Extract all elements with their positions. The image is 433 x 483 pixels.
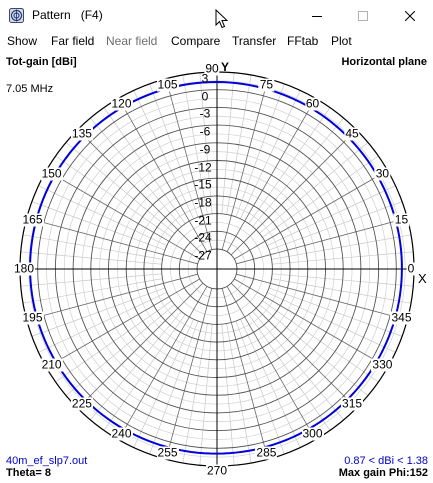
db-scale-label: -3 — [199, 106, 211, 121]
angle-label: 120 — [110, 96, 133, 111]
angle-label: 0 — [406, 261, 416, 276]
menu-show[interactable]: Show — [7, 34, 38, 48]
angle-label: 105 — [156, 77, 179, 91]
angle-label: 180 — [12, 261, 36, 276]
angle-label: 165 — [21, 212, 44, 227]
gain-range-label: 0.87 < dBi < 1.38 — [344, 455, 428, 467]
angle-label: 15 — [393, 212, 410, 227]
file-name-label: 40m_ef_slp7.out — [6, 455, 88, 467]
angle-label: 285 — [255, 445, 278, 460]
window-title: Pattern (F4) — [32, 8, 103, 22]
menu-near-field: Near field — [106, 34, 158, 48]
x-axis-marker: X — [418, 271, 427, 286]
angle-label: 150 — [40, 166, 63, 180]
menu-far-field[interactable]: Far field — [51, 34, 95, 48]
pattern-app-icon — [9, 8, 24, 23]
maximize-button[interactable] — [340, 0, 386, 31]
plane-label: Horizontal plane — [341, 56, 427, 68]
angle-label: 75 — [258, 77, 275, 91]
y-axis-marker: Y — [221, 60, 229, 74]
angle-label: 315 — [341, 396, 364, 411]
db-scale-label: -15 — [194, 177, 212, 192]
close-icon — [405, 10, 415, 21]
db-scale-label: -6 — [199, 124, 211, 139]
menu-transfer[interactable]: Transfer — [232, 34, 277, 48]
db-scale-label: 0 — [201, 89, 209, 104]
angle-label: 255 — [156, 445, 179, 460]
minimize-icon — [312, 15, 322, 17]
db-scale-label: 3 — [201, 71, 209, 86]
theta-label: Theta= 8 — [6, 467, 51, 479]
db-scale-label: -27 — [194, 248, 212, 263]
angle-label: 330 — [371, 357, 394, 371]
close-button[interactable] — [387, 0, 433, 31]
menu-compare[interactable]: Compare — [171, 34, 221, 48]
max-gain-label: Max gain Phi:152 — [338, 467, 428, 479]
angle-label: 30 — [374, 166, 391, 180]
angle-label: 60 — [304, 96, 321, 111]
db-scale-label: -12 — [194, 160, 212, 174]
db-scale-label: -9 — [199, 142, 211, 157]
angle-label: 225 — [70, 396, 93, 411]
mouse-cursor-icon — [215, 9, 228, 29]
title-bar: Pattern (F4) — [0, 0, 433, 31]
db-scale-label: -24 — [194, 230, 212, 245]
angle-label: 270 — [205, 463, 229, 478]
angle-label: 135 — [70, 126, 93, 141]
quantity-label: Tot-gain [dBi] — [6, 56, 77, 68]
angle-label: 240 — [110, 426, 133, 441]
angle-label: 345 — [390, 310, 413, 325]
db-scale-label: -18 — [194, 195, 212, 210]
db-scale-label: -21 — [194, 213, 212, 228]
angle-label: 300 — [301, 426, 324, 441]
angle-label: 195 — [21, 310, 44, 325]
frequency-label: 7.05 MHz — [6, 83, 54, 95]
polar-chart: XY — [19, 60, 427, 467]
maximize-icon — [358, 10, 368, 21]
angle-label: 45 — [344, 126, 360, 141]
menu-bar: Show Far field Near field Compare Transf… — [0, 31, 433, 51]
minimize-button[interactable] — [294, 0, 340, 31]
menu-fftab[interactable]: FFtab — [287, 34, 319, 48]
angle-label: 90 — [204, 61, 220, 76]
angle-label: 210 — [40, 357, 63, 371]
menu-plot[interactable]: Plot — [331, 34, 352, 48]
